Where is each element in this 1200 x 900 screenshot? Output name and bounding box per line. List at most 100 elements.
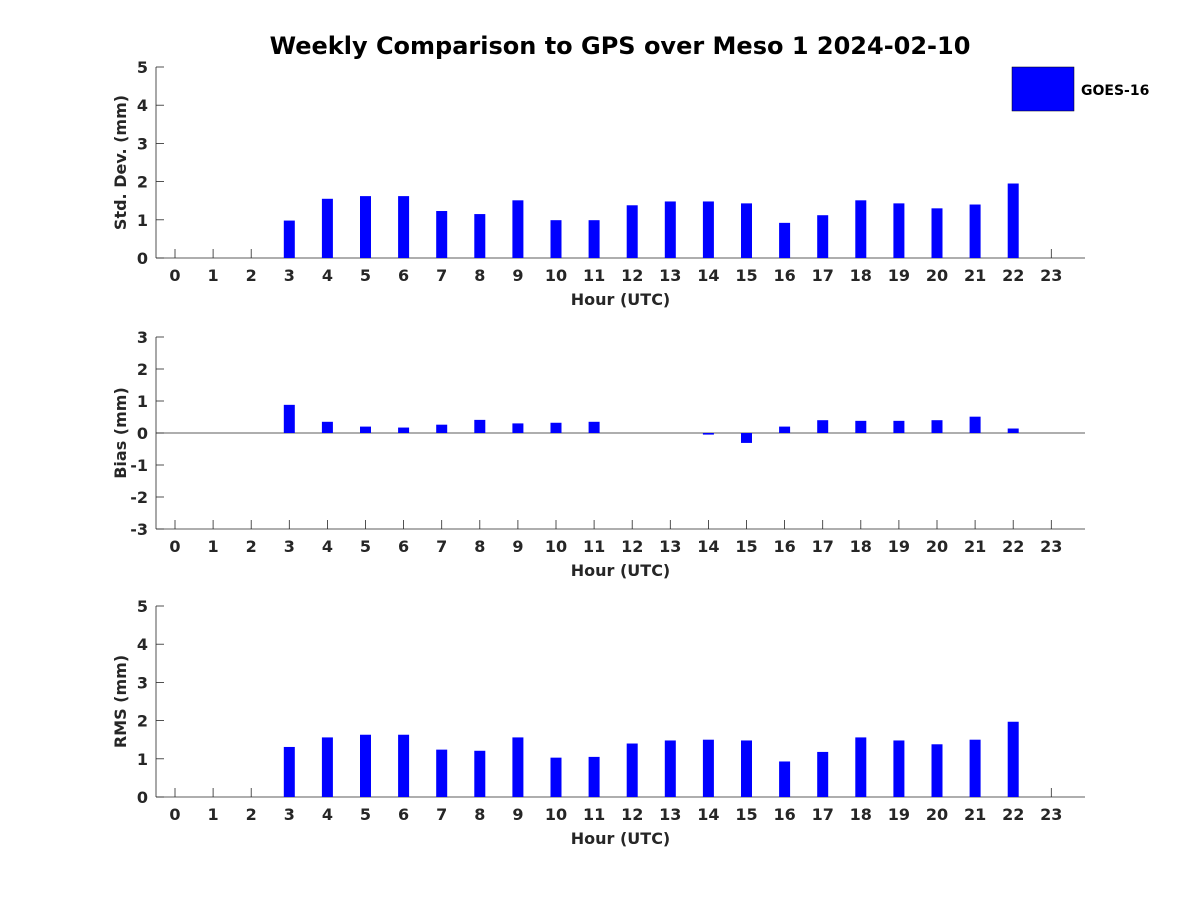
x-tick-label: 13 [659, 266, 681, 285]
x-tick-label: 21 [964, 805, 986, 824]
x-tick-label: 21 [964, 266, 986, 285]
bar-hour-19 [893, 203, 905, 258]
bar-hour-16 [779, 222, 791, 258]
x-tick-label: 17 [812, 805, 834, 824]
bar-hour-10 [550, 422, 562, 433]
y-axis-label: Bias (mm) [111, 387, 130, 479]
y-tick-label: 2 [137, 173, 148, 192]
x-tick-label: 23 [1040, 266, 1062, 285]
x-axis-label: Hour (UTC) [571, 561, 671, 580]
y-tick-label: 1 [137, 211, 148, 230]
x-tick-label: 8 [474, 537, 485, 556]
x-tick-label: 16 [773, 266, 795, 285]
bar-hour-4 [321, 737, 333, 797]
x-tick-label: 6 [398, 266, 409, 285]
x-tick-label: 0 [169, 537, 180, 556]
x-tick-label: 14 [697, 266, 719, 285]
x-tick-label: 23 [1040, 805, 1062, 824]
bar-hour-20 [931, 744, 943, 797]
y-tick-label: -3 [130, 520, 148, 539]
x-tick-label: 17 [812, 537, 834, 556]
x-tick-label: 18 [850, 266, 872, 285]
bar-hour-18 [855, 420, 867, 433]
x-tick-label: 15 [735, 537, 757, 556]
x-tick-label: 10 [545, 805, 567, 824]
bar-hour-9 [512, 737, 524, 797]
bar-hour-10 [550, 220, 562, 258]
bar-hour-8 [474, 214, 486, 258]
bar-hour-6 [398, 196, 410, 258]
x-tick-label: 6 [398, 805, 409, 824]
bar-hour-17 [817, 215, 829, 258]
x-tick-label: 22 [1002, 805, 1024, 824]
x-tick-label: 21 [964, 537, 986, 556]
x-axis-label: Hour (UTC) [571, 829, 671, 848]
y-tick-label: 3 [137, 134, 148, 153]
x-tick-label: 7 [436, 537, 447, 556]
bar-hour-11 [588, 220, 600, 258]
legend-swatch [1011, 66, 1075, 112]
bar-hour-22 [1007, 721, 1019, 797]
chart-title: Weekly Comparison to GPS over Meso 1 202… [270, 32, 971, 60]
bar-hour-7 [436, 211, 448, 258]
x-tick-label: 0 [169, 805, 180, 824]
x-tick-label: 3 [284, 805, 295, 824]
y-tick-label: 1 [137, 750, 148, 769]
x-tick-label: 13 [659, 805, 681, 824]
y-tick-label: 0 [137, 249, 148, 268]
x-tick-label: 20 [926, 266, 948, 285]
x-tick-label: 16 [773, 537, 795, 556]
bar-hour-11 [588, 756, 600, 797]
y-tick-label: 3 [137, 328, 148, 347]
bar-hour-14 [702, 433, 714, 435]
bar-hour-7 [436, 424, 448, 433]
x-tick-label: 5 [360, 266, 371, 285]
x-tick-label: 14 [697, 805, 719, 824]
x-tick-label: 14 [697, 537, 719, 556]
bar-hour-14 [702, 201, 714, 258]
x-tick-label: 2 [246, 537, 257, 556]
x-tick-label: 11 [583, 805, 605, 824]
bar-hour-8 [474, 750, 486, 797]
bar-hour-5 [360, 196, 371, 258]
bar-hour-21 [969, 416, 981, 433]
bar-hour-22 [1007, 183, 1019, 258]
x-tick-label: 20 [926, 537, 948, 556]
bar-hour-15 [741, 433, 752, 443]
bar-hour-14 [702, 739, 714, 797]
bar-hour-8 [474, 419, 486, 433]
y-axis-label: Std. Dev. (mm) [111, 95, 130, 230]
bar-hour-18 [855, 737, 867, 797]
x-tick-label: 12 [621, 805, 643, 824]
x-tick-label: 9 [512, 537, 523, 556]
y-tick-label: 5 [137, 597, 148, 616]
bar-hour-19 [893, 420, 905, 433]
x-tick-label: 2 [246, 266, 257, 285]
bar-hour-6 [398, 427, 410, 433]
x-tick-label: 1 [208, 537, 219, 556]
x-tick-label: 9 [512, 266, 523, 285]
y-tick-label: 4 [137, 635, 148, 654]
x-tick-label: 4 [322, 805, 333, 824]
x-tick-label: 11 [583, 537, 605, 556]
x-tick-label: 3 [284, 537, 295, 556]
x-tick-label: 7 [436, 266, 447, 285]
bar-hour-18 [855, 200, 867, 258]
x-tick-label: 10 [545, 266, 567, 285]
y-tick-label: 1 [137, 392, 148, 411]
y-tick-label: 2 [137, 360, 148, 379]
bar-hour-5 [360, 426, 371, 433]
x-tick-label: 15 [735, 805, 757, 824]
x-tick-label: 8 [474, 266, 485, 285]
bar-hour-20 [931, 208, 943, 258]
bar-hour-4 [321, 421, 333, 433]
bar-hour-6 [398, 734, 410, 797]
y-tick-label: 2 [137, 712, 148, 731]
x-tick-label: 22 [1002, 537, 1024, 556]
y-tick-label: -2 [130, 488, 148, 507]
bar-hour-16 [779, 761, 791, 797]
bar-hour-22 [1007, 428, 1019, 433]
